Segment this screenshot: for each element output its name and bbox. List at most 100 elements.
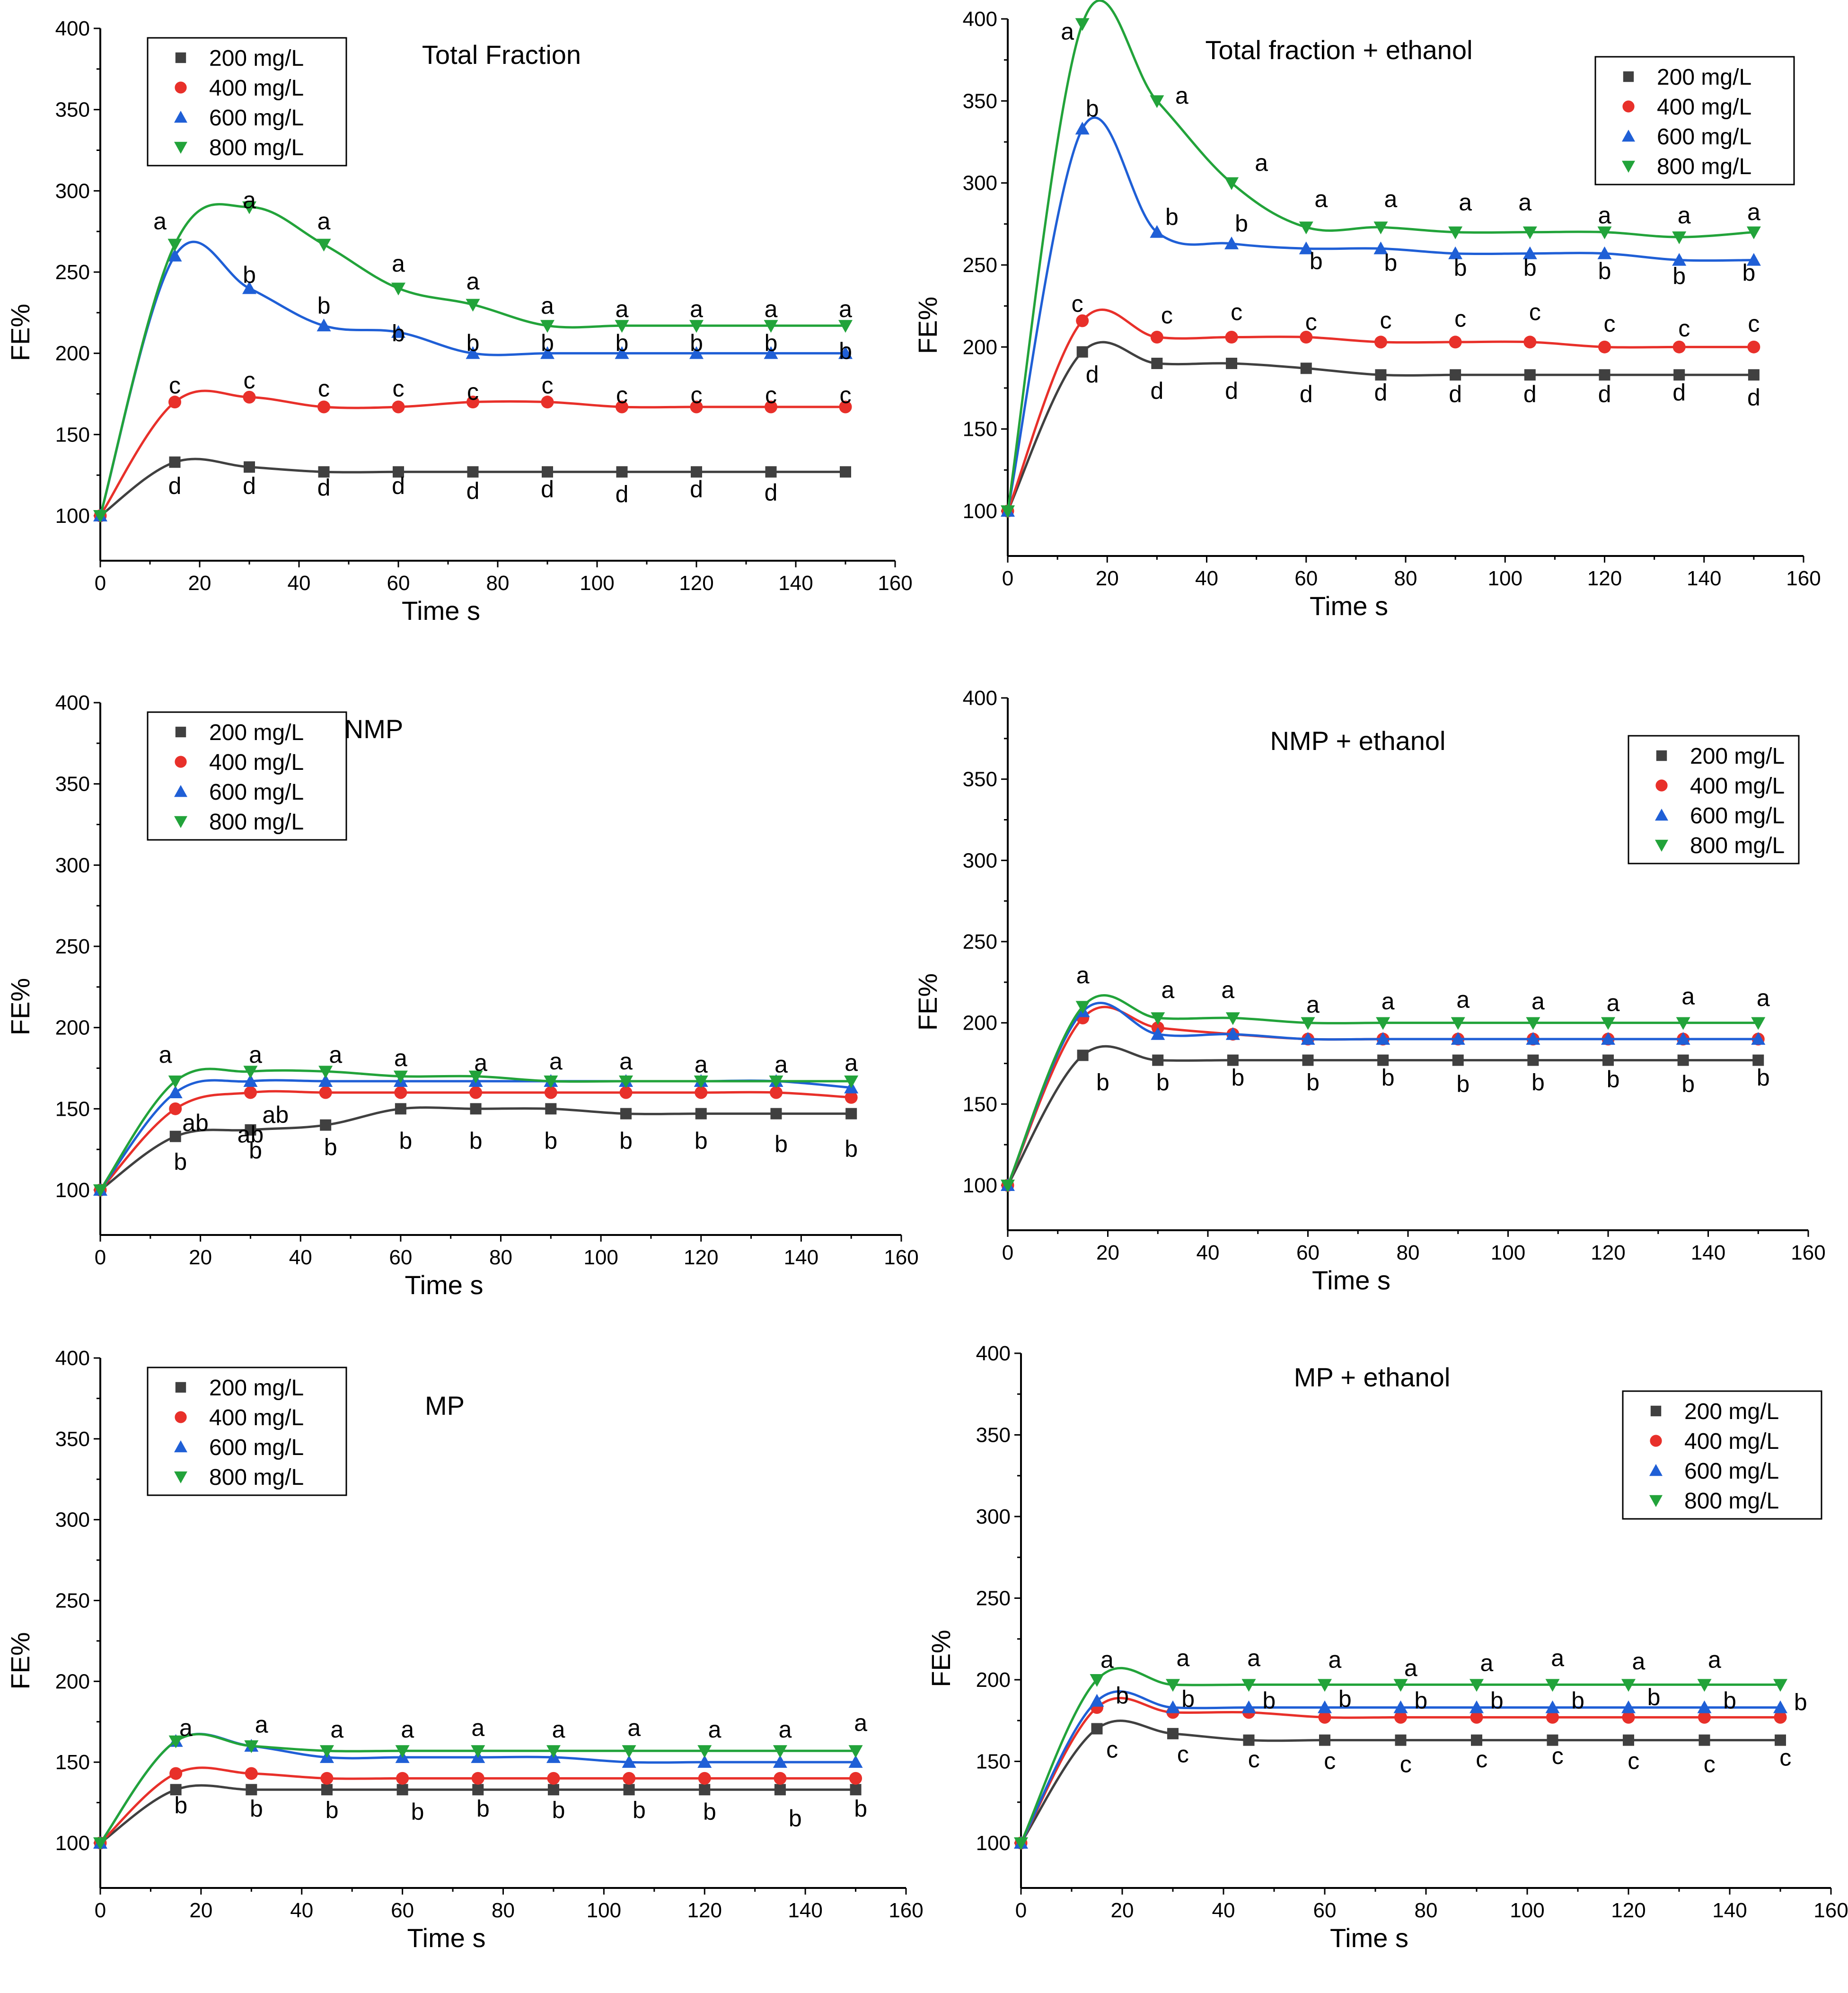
data-point bbox=[243, 1066, 258, 1079]
x-tick-label: 20 bbox=[1096, 567, 1119, 590]
significance-letter: c bbox=[542, 372, 554, 398]
data-point bbox=[1301, 1017, 1315, 1030]
significance-letter: c bbox=[1400, 1751, 1412, 1777]
panel-3: 100 150 200 250 300 350 400 0 20 40 60 80 100 120 140 1… bbox=[5, 691, 919, 1300]
data-point bbox=[1318, 1679, 1332, 1692]
legend-marker bbox=[175, 756, 187, 768]
legend-marker bbox=[174, 816, 187, 828]
data-point bbox=[1623, 1734, 1634, 1746]
x-tick-label: 160 bbox=[889, 1899, 923, 1922]
series-line-1 bbox=[1006, 341, 1754, 512]
data-point bbox=[546, 1745, 561, 1758]
data-point bbox=[838, 320, 853, 333]
data-point bbox=[318, 466, 330, 478]
data-point bbox=[1449, 335, 1462, 349]
significance-letter: a bbox=[779, 1716, 792, 1743]
data-point bbox=[769, 1086, 783, 1099]
data-point bbox=[1151, 1027, 1165, 1040]
significance-letter: a bbox=[1176, 1645, 1189, 1671]
data-point bbox=[547, 1784, 559, 1796]
data-point bbox=[765, 466, 777, 478]
x-tick-label: 120 bbox=[1611, 1899, 1646, 1922]
data-point bbox=[245, 1767, 258, 1780]
x-axis-title: Time s bbox=[1310, 591, 1388, 621]
legend-marker bbox=[1650, 1435, 1662, 1447]
legend-marker bbox=[174, 141, 187, 154]
data-point bbox=[697, 1745, 712, 1758]
data-point bbox=[689, 346, 704, 359]
significance-letter: a bbox=[765, 296, 778, 322]
legend-marker bbox=[175, 1411, 187, 1423]
data-point bbox=[1775, 1734, 1786, 1746]
significance-letter: b bbox=[1338, 1685, 1352, 1712]
x-tick-label: 160 bbox=[1791, 1241, 1825, 1264]
data-point bbox=[1301, 1032, 1315, 1045]
significance-letter: b bbox=[1262, 1687, 1276, 1714]
significance-letter: b bbox=[1531, 1069, 1545, 1096]
data-point bbox=[1773, 1700, 1787, 1713]
significance-letter: c bbox=[616, 382, 628, 408]
y-tick-label: 150 bbox=[976, 1750, 1011, 1773]
y-tick-label: 300 bbox=[55, 1508, 90, 1532]
x-tick-label: 100 bbox=[583, 1246, 618, 1269]
data-point bbox=[242, 201, 256, 214]
series-line-4 bbox=[99, 1067, 852, 1191]
significance-letter: b bbox=[1672, 263, 1686, 289]
data-point bbox=[1076, 346, 1088, 358]
significance-letter: b bbox=[411, 1799, 424, 1825]
significance-letter: d bbox=[1150, 378, 1163, 404]
x-tick-label: 40 bbox=[289, 1246, 312, 1269]
data-point bbox=[169, 1767, 183, 1780]
data-point bbox=[1524, 369, 1536, 381]
data-point bbox=[1393, 1679, 1408, 1692]
significance-letter: b bbox=[324, 1134, 337, 1161]
series-line-2 bbox=[1020, 1697, 1780, 1844]
series-line-1 bbox=[1006, 1045, 1759, 1186]
data-point bbox=[544, 1075, 558, 1088]
data-point bbox=[244, 1740, 259, 1753]
y-tick-label: 350 bbox=[963, 89, 997, 113]
data-point bbox=[848, 1755, 863, 1768]
x-tick-label: 120 bbox=[1587, 567, 1622, 590]
data-point bbox=[1090, 1693, 1104, 1707]
data-point bbox=[764, 346, 778, 359]
x-tick-label: 80 bbox=[1415, 1899, 1438, 1922]
data-point bbox=[466, 396, 479, 409]
data-point bbox=[1602, 1054, 1614, 1066]
data-point bbox=[619, 1086, 633, 1099]
legend-marker bbox=[1655, 839, 1668, 852]
data-point bbox=[1622, 1711, 1635, 1724]
x-tick-label: 100 bbox=[1491, 1241, 1525, 1264]
data-point bbox=[1241, 1679, 1256, 1692]
y-tick-label: 400 bbox=[976, 1342, 1011, 1365]
y-tick-label: 300 bbox=[55, 854, 90, 877]
data-point bbox=[849, 1772, 862, 1785]
significance-letter: b bbox=[174, 1792, 187, 1818]
x-axis-title: Time s bbox=[407, 1923, 486, 1953]
data-point bbox=[320, 1772, 334, 1785]
data-point bbox=[1697, 1679, 1712, 1692]
legend: 200 mg/L 400 mg/L 600 mg/L 800 mg/L bbox=[1622, 1390, 1822, 1520]
y-tick-label: 100 bbox=[976, 1832, 1011, 1855]
significance-letter: a bbox=[1061, 18, 1074, 45]
significance-letter: c bbox=[318, 375, 330, 402]
data-point bbox=[769, 1075, 783, 1088]
significance-letter: a bbox=[394, 1045, 407, 1071]
data-point bbox=[319, 1086, 332, 1099]
data-point bbox=[1224, 236, 1239, 249]
data-point bbox=[1451, 1032, 1465, 1045]
y-tick-label: 350 bbox=[55, 773, 90, 796]
data-point bbox=[615, 320, 629, 333]
significance-letter: b bbox=[392, 320, 405, 346]
data-point bbox=[840, 466, 851, 478]
data-point bbox=[1698, 1734, 1710, 1746]
x-tick-label: 80 bbox=[1397, 1241, 1420, 1264]
y-tick-label: 200 bbox=[963, 335, 997, 359]
legend-label: 800 mg/L bbox=[209, 135, 304, 160]
legend: 200 mg/L 400 mg/L 600 mg/L 800 mg/L bbox=[147, 1367, 347, 1496]
x-tick-label: 140 bbox=[778, 572, 813, 595]
significance-letter: a bbox=[619, 1048, 633, 1075]
data-point bbox=[1752, 1054, 1764, 1066]
y-tick-label: 400 bbox=[55, 691, 90, 714]
data-point bbox=[1224, 177, 1239, 190]
